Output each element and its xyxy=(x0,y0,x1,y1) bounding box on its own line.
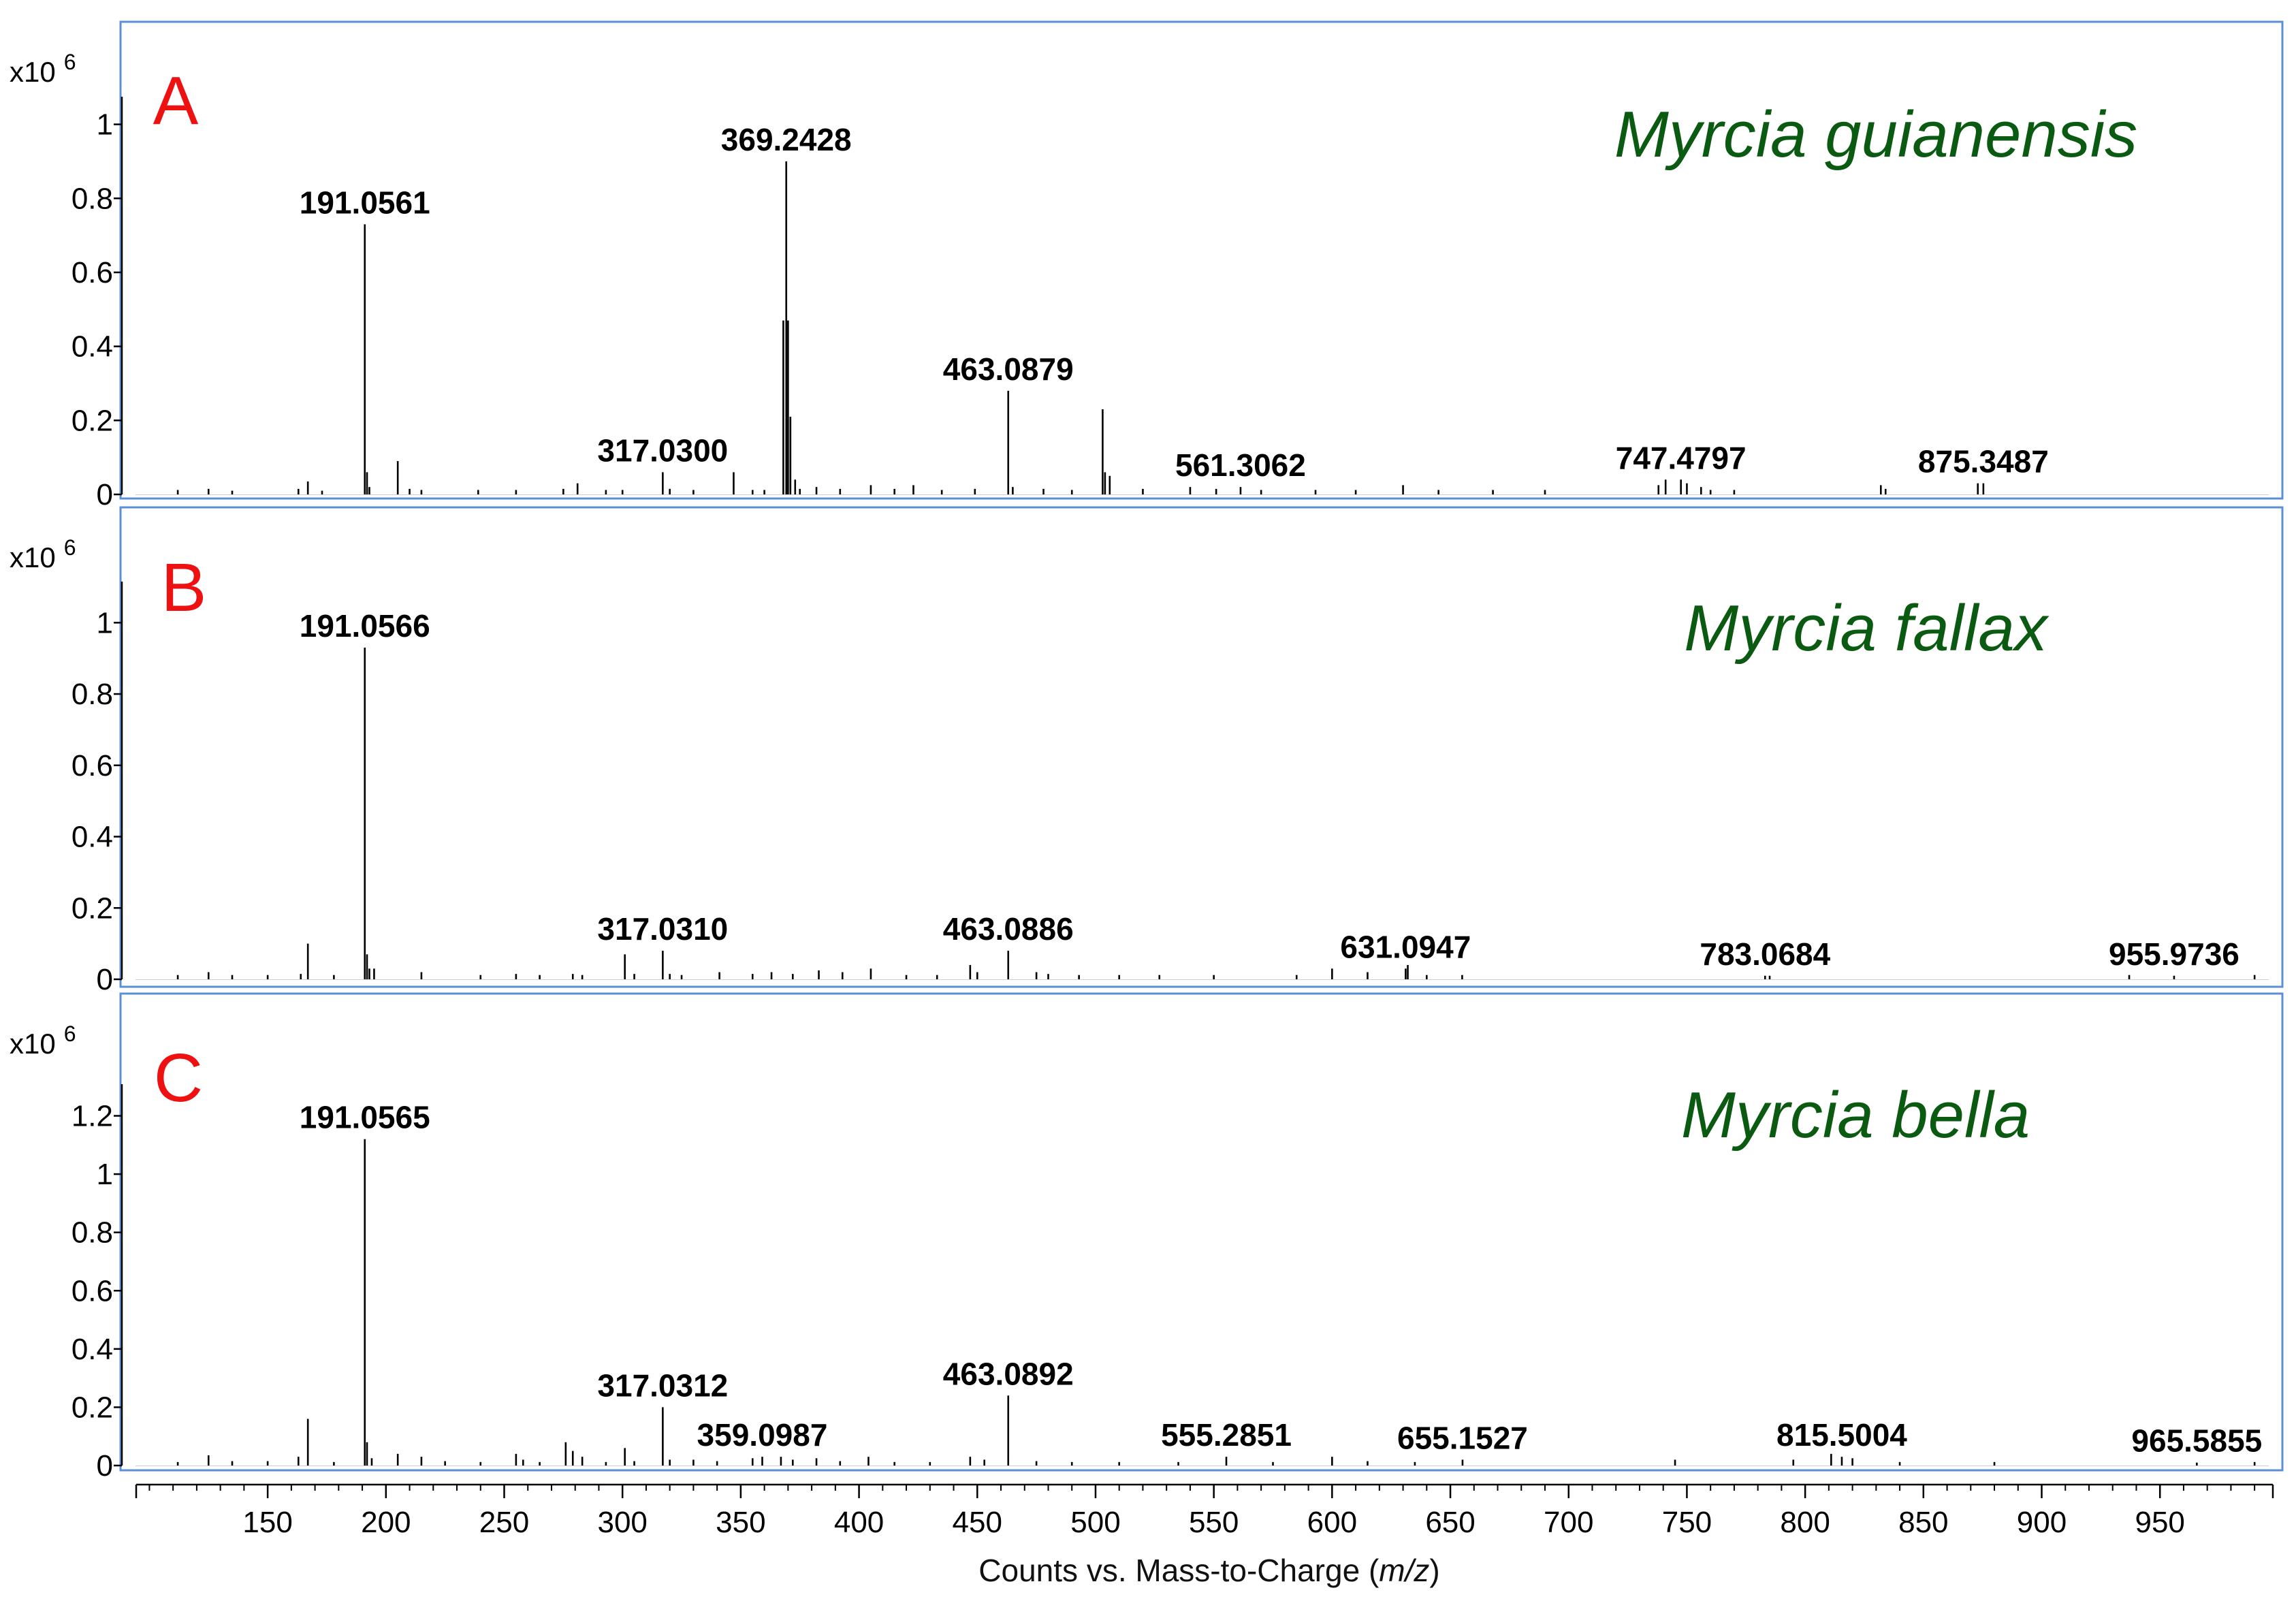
y-tick-label: 0.6 xyxy=(71,749,113,782)
x-tick-label: 650 xyxy=(1425,1506,1475,1539)
peak-label: 463.0892 xyxy=(943,1356,1074,1391)
x-tick-label: 250 xyxy=(479,1506,529,1539)
x-axis-label-prefix: Counts vs. Mass-to-Charge ( xyxy=(978,1553,1380,1588)
species-name: Myrcia fallax xyxy=(1684,592,2049,665)
y-tick-label: 1.2 xyxy=(71,1100,113,1133)
x-axis: 150 200 250 300 350 400 450 500 550 600 650 700 750 8… xyxy=(135,1483,2274,1539)
x-tick-label: 900 xyxy=(2017,1506,2067,1539)
y-tick-label: 1 xyxy=(97,108,113,142)
y-multiplier-base: x10 xyxy=(10,56,56,88)
peak-label: 463.0886 xyxy=(943,911,1074,947)
y-multiplier-base: x10 xyxy=(10,1028,56,1060)
peak-label: 359.0987 xyxy=(697,1417,828,1453)
x-tick-label: 550 xyxy=(1189,1506,1239,1539)
spectrum-panel-c: 0 0.2 0.4 0.6 0.8 1 1.2 x10 6 191.0565 317.0312 359… xyxy=(10,992,2284,1483)
peak-label: 561.3062 xyxy=(1175,447,1306,483)
x-tick-label: 150 xyxy=(242,1506,292,1539)
panel-border xyxy=(119,992,2284,1472)
y-tick-label: 0.2 xyxy=(71,1391,113,1424)
x-tick-label: 500 xyxy=(1070,1506,1120,1539)
x-axis-label-variable: m/z xyxy=(1379,1553,1429,1588)
y-multiplier-base: x10 xyxy=(10,541,56,573)
x-tick-label: 300 xyxy=(597,1506,647,1539)
panel-border xyxy=(119,506,2284,988)
peak-label: 955.9736 xyxy=(2109,936,2239,972)
panel-letter: B xyxy=(161,550,207,626)
x-tick-label: 200 xyxy=(361,1506,411,1539)
y-tick-label: 0.4 xyxy=(71,821,113,854)
panel-letter: A xyxy=(153,63,199,139)
y-tick-label: 0.6 xyxy=(71,1274,113,1308)
peak-label: 369.2428 xyxy=(721,122,852,157)
peak-label: 965.5855 xyxy=(2131,1423,2262,1459)
x-tick-label: 850 xyxy=(1898,1506,1948,1539)
peak-label: 655.1527 xyxy=(1397,1420,1528,1455)
x-tick-label: 350 xyxy=(716,1506,765,1539)
y-multiplier: x10 6 xyxy=(10,50,76,88)
x-tick-label: 600 xyxy=(1307,1506,1357,1539)
peak-label: 875.3487 xyxy=(1918,444,2049,479)
peak-label: 191.0566 xyxy=(300,608,430,644)
y-tick-label: 1 xyxy=(97,1158,113,1191)
peak-label: 317.0300 xyxy=(597,432,728,468)
y-tick-label: 0.2 xyxy=(71,891,113,925)
x-tick-label: 700 xyxy=(1544,1506,1593,1539)
peak-label: 815.5004 xyxy=(1776,1417,1907,1453)
peak-label: 317.0312 xyxy=(597,1367,728,1403)
y-tick-label: 0.4 xyxy=(71,1333,113,1366)
y-multiplier: x10 6 xyxy=(10,535,76,573)
panel-letter: C xyxy=(154,1040,203,1116)
y-tick-label: 1 xyxy=(97,606,113,639)
panel-border xyxy=(119,20,2284,500)
x-axis-label: Counts vs. Mass-to-Charge (m/z) xyxy=(978,1553,1439,1588)
y-multiplier-exponent: 6 xyxy=(64,50,76,74)
x-tick-label: 450 xyxy=(953,1506,1002,1539)
y-tick-label: 0.6 xyxy=(71,256,113,289)
x-tick-label: 800 xyxy=(1780,1506,1830,1539)
y-multiplier-exponent: 6 xyxy=(64,535,76,560)
x-tick-label: 950 xyxy=(2135,1506,2184,1539)
peak-label: 463.0879 xyxy=(943,351,1074,387)
spectrum-panel-b: 0 0.2 0.4 0.6 0.8 1 x10 6 191.0566 317.0310 463.08… xyxy=(10,506,2284,996)
peak-label: 555.2851 xyxy=(1161,1417,1292,1453)
x-axis-label-suffix: ) xyxy=(1429,1553,1439,1588)
y-tick-label: 0.4 xyxy=(71,330,113,364)
y-tick-label: 0 xyxy=(97,1449,113,1483)
peak-label: 631.0947 xyxy=(1340,929,1471,964)
species-name: Myrcia bella xyxy=(1681,1079,2030,1152)
y-tick-label: 0 xyxy=(97,478,113,511)
y-multiplier-exponent: 6 xyxy=(64,1022,76,1046)
y-tick-label: 0.8 xyxy=(71,182,113,215)
y-multiplier: x10 6 xyxy=(10,1022,76,1060)
y-tick-label: 0 xyxy=(97,963,113,996)
y-tick-label: 0.2 xyxy=(71,404,113,437)
y-tick-label: 0.8 xyxy=(71,1216,113,1250)
y-tick-label: 0.8 xyxy=(71,678,113,711)
spectrum-panel-a: 0 0.2 0.4 0.6 0.8 1 x10 6 191.0561 369.2428 317.03… xyxy=(10,20,2284,511)
peak-label: 191.0561 xyxy=(300,185,430,220)
peak-label: 747.4797 xyxy=(1616,440,1747,475)
peak-label: 317.0310 xyxy=(597,911,728,947)
x-tick-label: 750 xyxy=(1662,1506,1712,1539)
x-tick-label: 400 xyxy=(834,1506,884,1539)
peak-label: 783.0684 xyxy=(1700,936,1830,972)
peak-label: 191.0565 xyxy=(300,1100,430,1135)
species-name: Myrcia guianensis xyxy=(1614,98,2137,171)
